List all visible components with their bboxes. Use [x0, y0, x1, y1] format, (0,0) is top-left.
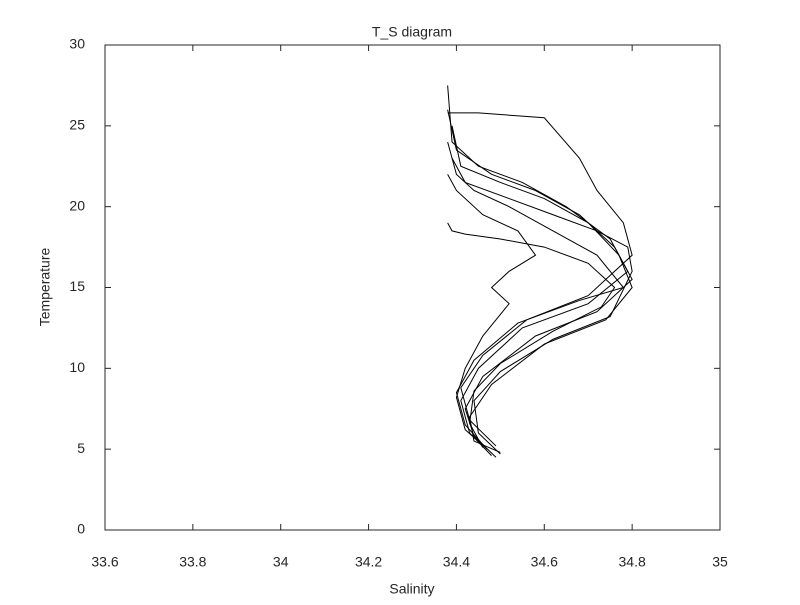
y-tick-label: 10 [69, 359, 85, 375]
x-tick-label: 34.2 [355, 554, 382, 570]
axes-box [104, 44, 721, 531]
x-axis-label: Salinity [389, 581, 434, 597]
x-tick-label: 33.6 [91, 554, 118, 570]
profile-line [447, 109, 633, 458]
x-tick-label: 34.6 [531, 554, 558, 570]
x-tick-label: 34.4 [443, 554, 470, 570]
x-tick-label: 35 [712, 554, 728, 570]
y-tick-label: 5 [77, 440, 85, 456]
profile-line [447, 222, 616, 448]
y-axis-label: Temperature [37, 247, 53, 326]
profile-line [447, 141, 625, 450]
x-tick-label: 34.8 [619, 554, 646, 570]
x-tick-label: 34 [273, 554, 289, 570]
profile-line [451, 157, 633, 455]
profile-line [447, 112, 633, 447]
profile-line [451, 125, 633, 453]
y-tick-label: 0 [77, 521, 85, 537]
y-tick-label: 20 [69, 197, 85, 213]
y-tick-label: 30 [69, 36, 85, 52]
y-tick-label: 25 [69, 117, 85, 133]
x-tick-label: 33.8 [179, 554, 206, 570]
y-tick-label: 15 [69, 278, 85, 294]
chart-title: T_S diagram [372, 24, 452, 40]
profile-line [447, 174, 537, 450]
